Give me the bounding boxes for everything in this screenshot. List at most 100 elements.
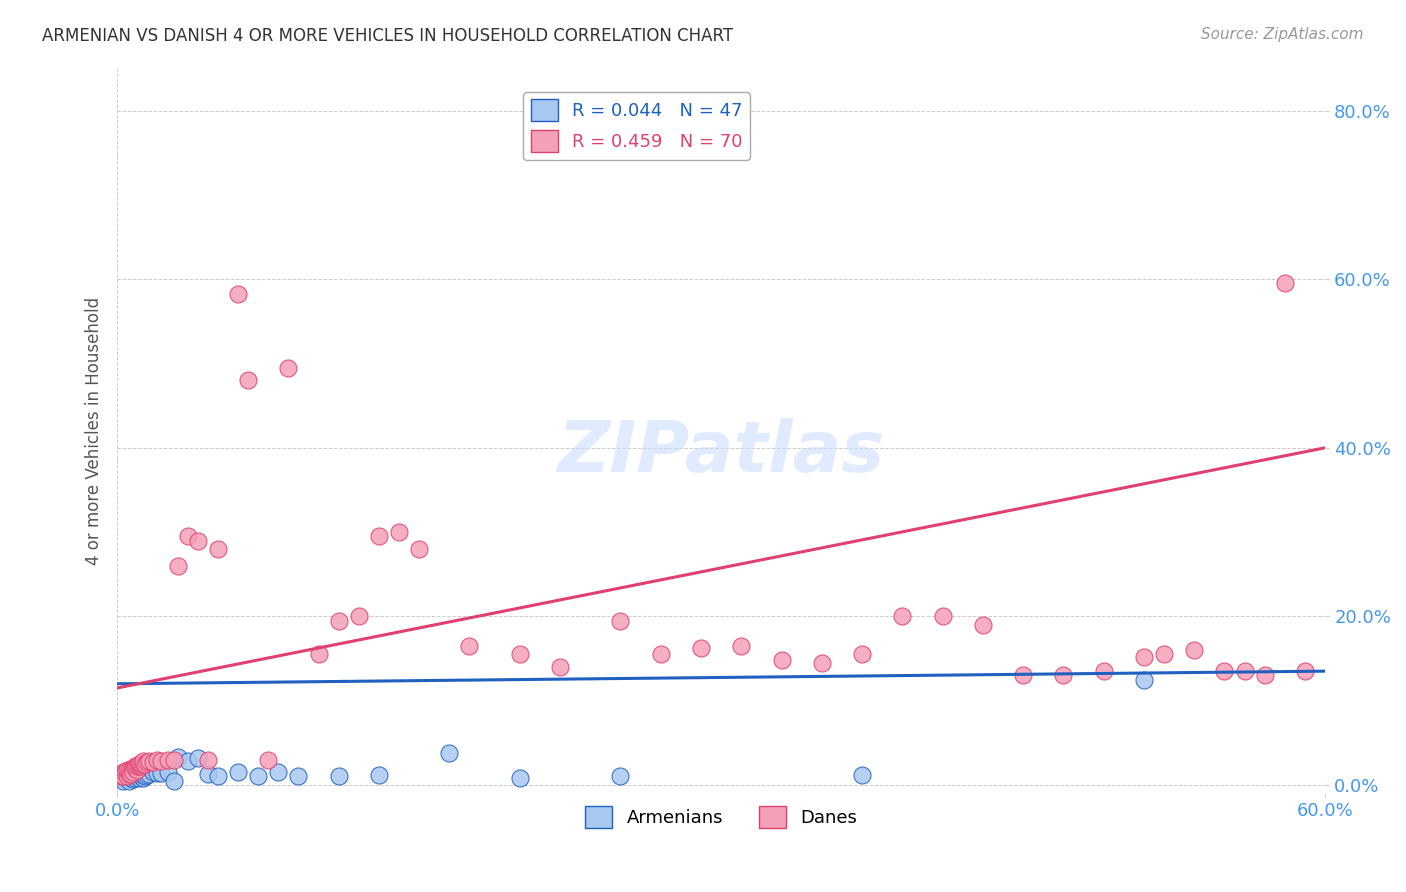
Point bbox=[1052, 668, 1074, 682]
Point bbox=[134, 770, 156, 784]
Point bbox=[1133, 673, 1156, 687]
Point bbox=[132, 756, 155, 771]
Point bbox=[1012, 668, 1035, 682]
Point bbox=[114, 765, 136, 780]
Point bbox=[110, 768, 132, 782]
Point bbox=[146, 766, 169, 780]
Point bbox=[118, 763, 141, 777]
Point bbox=[439, 746, 461, 760]
Point bbox=[120, 767, 142, 781]
Point bbox=[277, 360, 299, 375]
Point bbox=[122, 768, 145, 782]
Text: ZIPatlas: ZIPatlas bbox=[557, 418, 884, 487]
Point bbox=[112, 765, 135, 780]
Point bbox=[176, 529, 198, 543]
Point bbox=[136, 755, 159, 769]
Point bbox=[770, 653, 793, 667]
Point bbox=[162, 773, 184, 788]
Point bbox=[1294, 664, 1316, 678]
Point bbox=[124, 770, 146, 784]
Point bbox=[124, 771, 146, 785]
Point bbox=[142, 755, 165, 769]
Point bbox=[120, 770, 142, 784]
Text: Source: ZipAtlas.com: Source: ZipAtlas.com bbox=[1201, 27, 1364, 42]
Point bbox=[609, 614, 631, 628]
Point bbox=[810, 656, 832, 670]
Point bbox=[124, 761, 146, 775]
Point bbox=[851, 648, 873, 662]
Point bbox=[1133, 649, 1156, 664]
Point bbox=[150, 754, 173, 768]
Point bbox=[128, 759, 150, 773]
Point bbox=[162, 753, 184, 767]
Point bbox=[931, 609, 953, 624]
Point bbox=[851, 768, 873, 782]
Point bbox=[150, 766, 173, 780]
Point bbox=[650, 648, 672, 662]
Point bbox=[207, 770, 229, 784]
Point bbox=[112, 773, 135, 788]
Point bbox=[891, 609, 914, 624]
Point bbox=[388, 524, 411, 539]
Point bbox=[166, 750, 188, 764]
Point bbox=[972, 617, 994, 632]
Point bbox=[132, 768, 155, 782]
Point bbox=[226, 765, 249, 780]
Point bbox=[118, 770, 141, 784]
Point bbox=[156, 765, 179, 780]
Point bbox=[120, 771, 142, 785]
Point bbox=[114, 770, 136, 784]
Point bbox=[117, 770, 139, 784]
Point bbox=[187, 751, 209, 765]
Point bbox=[117, 771, 139, 785]
Point bbox=[328, 614, 350, 628]
Point bbox=[328, 770, 350, 784]
Point bbox=[1213, 664, 1236, 678]
Point bbox=[287, 770, 309, 784]
Point bbox=[548, 660, 571, 674]
Point bbox=[156, 753, 179, 767]
Point bbox=[226, 287, 249, 301]
Point bbox=[118, 773, 141, 788]
Point bbox=[127, 758, 149, 772]
Point bbox=[131, 767, 153, 781]
Point bbox=[509, 648, 531, 662]
Y-axis label: 4 or more Vehicles in Household: 4 or more Vehicles in Household bbox=[86, 297, 103, 565]
Point bbox=[166, 558, 188, 573]
Point bbox=[257, 753, 280, 767]
Point bbox=[136, 768, 159, 782]
Point bbox=[108, 770, 131, 784]
Point bbox=[142, 765, 165, 780]
Point bbox=[176, 754, 198, 768]
Point bbox=[127, 768, 149, 782]
Point bbox=[308, 648, 330, 662]
Point bbox=[131, 770, 153, 784]
Text: ARMENIAN VS DANISH 4 OR MORE VEHICLES IN HOUSEHOLD CORRELATION CHART: ARMENIAN VS DANISH 4 OR MORE VEHICLES IN… bbox=[42, 27, 734, 45]
Point bbox=[247, 770, 270, 784]
Point bbox=[197, 767, 219, 781]
Point bbox=[146, 753, 169, 767]
Point bbox=[408, 541, 430, 556]
Point bbox=[197, 753, 219, 767]
Point bbox=[124, 759, 146, 773]
Point bbox=[108, 770, 131, 784]
Point bbox=[134, 756, 156, 771]
Point bbox=[127, 770, 149, 784]
Point bbox=[1153, 648, 1175, 662]
Point bbox=[609, 770, 631, 784]
Point bbox=[236, 373, 259, 387]
Point bbox=[132, 771, 155, 785]
Point bbox=[458, 639, 481, 653]
Point bbox=[128, 756, 150, 771]
Point bbox=[1182, 643, 1205, 657]
Point bbox=[187, 533, 209, 548]
Point bbox=[117, 768, 139, 782]
Point bbox=[128, 771, 150, 785]
Point bbox=[1233, 664, 1256, 678]
Point bbox=[128, 770, 150, 784]
Point bbox=[122, 765, 145, 780]
Point bbox=[690, 641, 713, 656]
Point bbox=[138, 754, 160, 768]
Point bbox=[267, 765, 290, 780]
Point bbox=[122, 772, 145, 786]
